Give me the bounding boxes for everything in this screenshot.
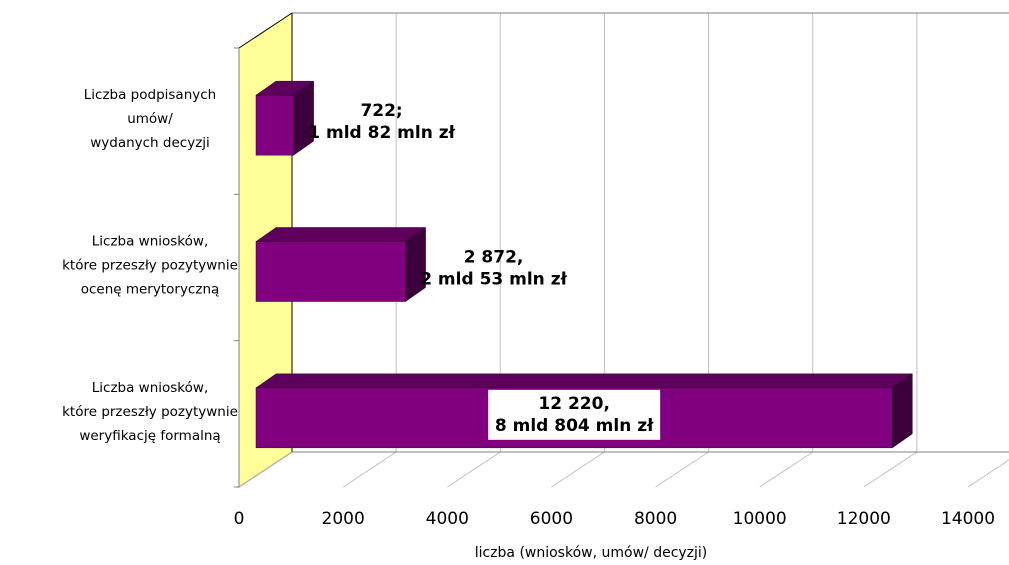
category-label-line: weryfikację formalną	[79, 428, 220, 444]
floor-gridline	[342, 451, 397, 488]
category-label-line: ocenę merytoryczną	[81, 282, 220, 298]
x-tick-label: 8000	[634, 509, 677, 529]
x-tick-label: 12000	[837, 509, 891, 529]
bar-2	[255, 80, 315, 156]
category-label: Liczba wniosków, które przeszły pozytywni…	[62, 234, 238, 298]
data-label-line: 722;	[360, 101, 402, 121]
x-tick-label: 14000	[941, 509, 995, 529]
x-tick-label: 4000	[426, 509, 469, 529]
data-labels: 12 220, 8 mld 804 mln zł 2 872, 2 mld 53 ml…	[308, 101, 661, 440]
bar-top-face	[255, 373, 914, 389]
data-label-line: 2 872,	[464, 248, 524, 268]
floor-gridline	[967, 459, 1009, 488]
data-label-line: 2 mld 53 mln zł	[420, 270, 567, 290]
data-label-2: 722; 1 mld 82 mln zł	[308, 101, 455, 143]
data-label-text: 12 220, 8 mld 804 mln zł	[495, 394, 654, 436]
floor-gridline	[447, 451, 501, 488]
floor-gridline	[759, 451, 813, 488]
category-label: Liczba wniosków, które przeszły pozytywni…	[62, 380, 238, 444]
category-label-line: umów/	[127, 111, 173, 127]
data-label-1: 2 872, 2 mld 53 mln zł	[420, 248, 567, 290]
x-tick-label: 0	[234, 509, 245, 529]
category-label-line: które przeszły pozytywnie	[62, 404, 238, 420]
category-label: Liczba podpisanych umów/wydanych decyzji	[84, 87, 216, 151]
bar-top-face	[255, 227, 427, 242]
x-tick-label: 2000	[322, 509, 365, 529]
category-label-line: Liczba wniosków,	[92, 380, 208, 396]
floor-gridline	[655, 451, 709, 488]
x-axis-title: liczba (wniosków, umów/ decyzji)	[475, 545, 708, 561]
x-tick-label: 6000	[530, 509, 573, 529]
data-label-line: 12 220,	[538, 394, 610, 414]
data-label-box	[488, 389, 661, 440]
category-label-line: Liczba podpisanych	[84, 87, 216, 103]
category-label-line: Liczba wniosków,	[92, 234, 208, 250]
category-label-line: które przeszły pozytywnie	[62, 258, 238, 274]
bar-front-face	[255, 241, 406, 302]
floor-gridline	[238, 451, 293, 488]
floor-gridline	[551, 451, 605, 488]
data-label-line: 8 mld 804 mln zł	[495, 416, 654, 436]
floor-gridline	[863, 451, 918, 488]
data-label-text: 722; 1 mld 82 mln zł	[308, 101, 455, 143]
category-label-line: wydanych decyzji	[90, 135, 210, 151]
x-axis-ticks: 0 2000 4000 6000 8000 10000 12000 14000	[234, 509, 995, 529]
data-label-0: 12 220, 8 mld 804 mln zł	[488, 389, 661, 440]
bar-1	[255, 227, 427, 302]
data-label-line: 1 mld 82 mln zł	[308, 123, 455, 143]
x-tick-label: 10000	[733, 509, 787, 529]
data-label-text: 2 872, 2 mld 53 mln zł	[420, 248, 567, 290]
bar-front-face	[255, 94, 294, 156]
y-axis-categories: Liczba wniosków, które przeszły pozytywni…	[62, 87, 238, 444]
